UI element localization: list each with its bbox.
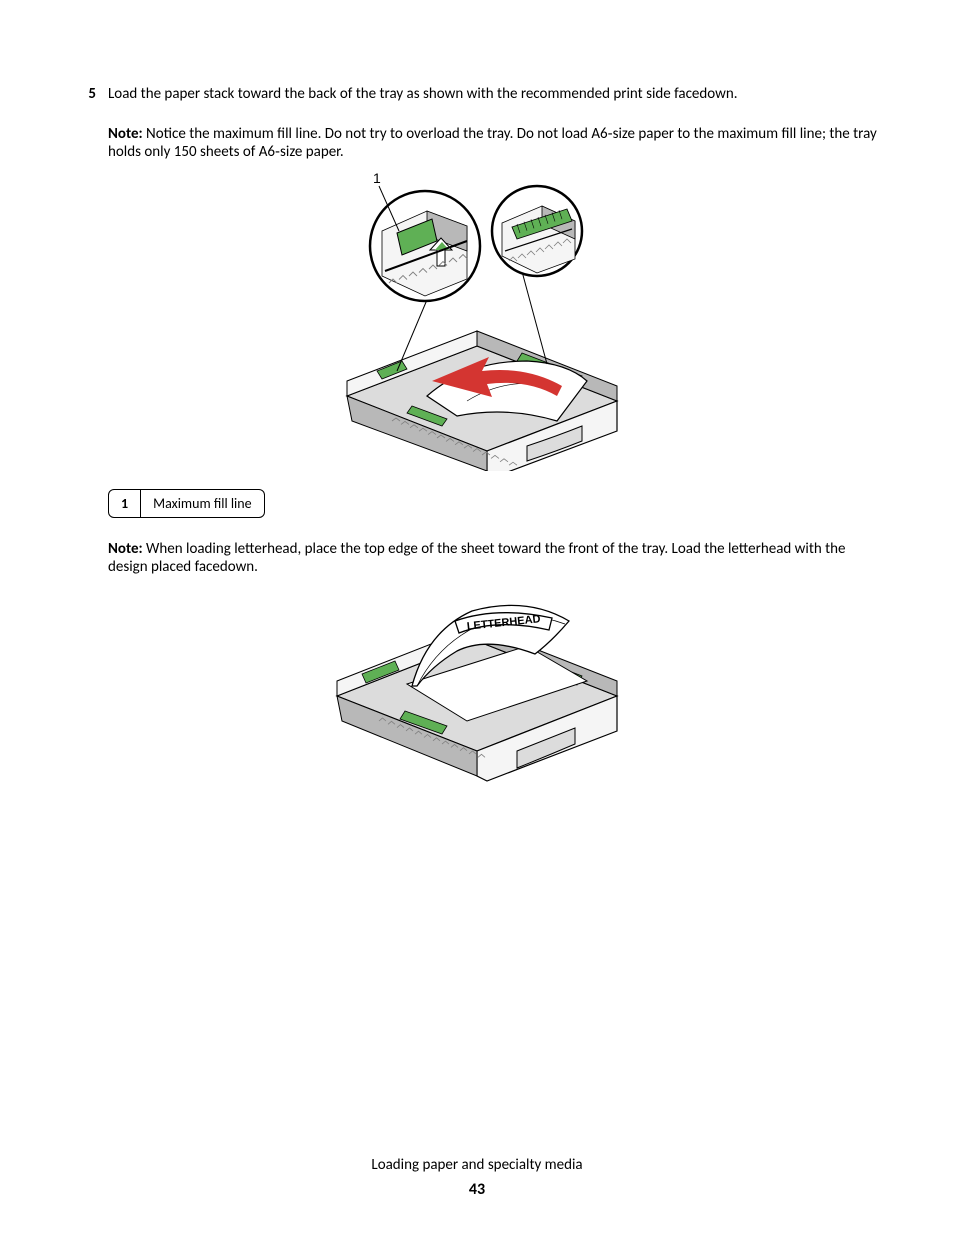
legend-value: Maximum fill line [141, 489, 264, 518]
step-row: 5 Load the paper stack toward the back o… [74, 85, 880, 103]
note-1-label: Note: [108, 125, 143, 143]
footer-page-number: 43 [0, 1180, 954, 1199]
note-2-text: When loading letterhead, place the top e… [108, 540, 846, 576]
svg-text:1: 1 [373, 171, 381, 186]
figure-2-container: LETTERHEAD [74, 586, 880, 806]
step-number: 5 [74, 85, 108, 103]
note-1: Note: Notice the maximum fill line. Do n… [108, 125, 880, 161]
note-2: Note: When loading letterhead, place the… [108, 540, 880, 576]
step-text: Load the paper stack toward the back of … [108, 85, 880, 103]
footer-section-title: Loading paper and specialty media [0, 1156, 954, 1174]
page-footer: Loading paper and specialty media 43 [0, 1156, 954, 1199]
legend-key: 1 [108, 489, 141, 518]
figure-1-container: 1 [74, 171, 880, 471]
note-2-label: Note: [108, 540, 143, 558]
legend-row: 1 Maximum fill line [108, 489, 265, 518]
figure-2-letterhead-illustration: LETTERHEAD [317, 586, 637, 806]
legend-table: 1 Maximum fill line [108, 489, 265, 518]
figure-1-tray-illustration: 1 [317, 171, 637, 471]
note-1-text: Notice the maximum fill line. Do not try… [108, 125, 877, 161]
